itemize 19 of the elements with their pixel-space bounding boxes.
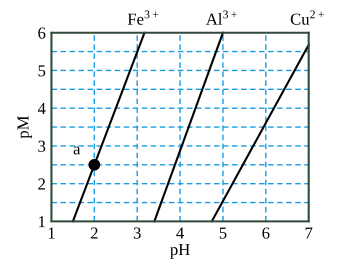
x-tick-label: 1	[48, 228, 55, 239]
series-label: Fe$^{3+}$	[128, 10, 158, 25]
y-tick-label: 4	[38, 103, 46, 114]
x-tick-label: 6	[262, 227, 270, 239]
x-tick-label: 7	[306, 228, 312, 239]
y-tick-label: 2	[38, 178, 45, 190]
x-tick-label: 2	[90, 227, 98, 239]
x-tick-label: 3	[134, 227, 141, 239]
y-tick-label: 1	[39, 216, 45, 228]
x-tick-label: 4	[176, 228, 184, 239]
y-axis-title: pM	[18, 116, 32, 138]
x-tick-label: 5	[220, 228, 226, 239]
x-axis-title: pH	[170, 244, 190, 259]
y-tick-label: 6	[38, 27, 46, 39]
y-tick-label: 3	[38, 140, 46, 152]
y-tick-label: 5	[38, 65, 46, 76]
annotation: a	[74, 146, 80, 154]
series-label: Cu$^{2+}$	[290, 10, 324, 25]
series-label: Al$^{3+}$	[206, 10, 237, 25]
